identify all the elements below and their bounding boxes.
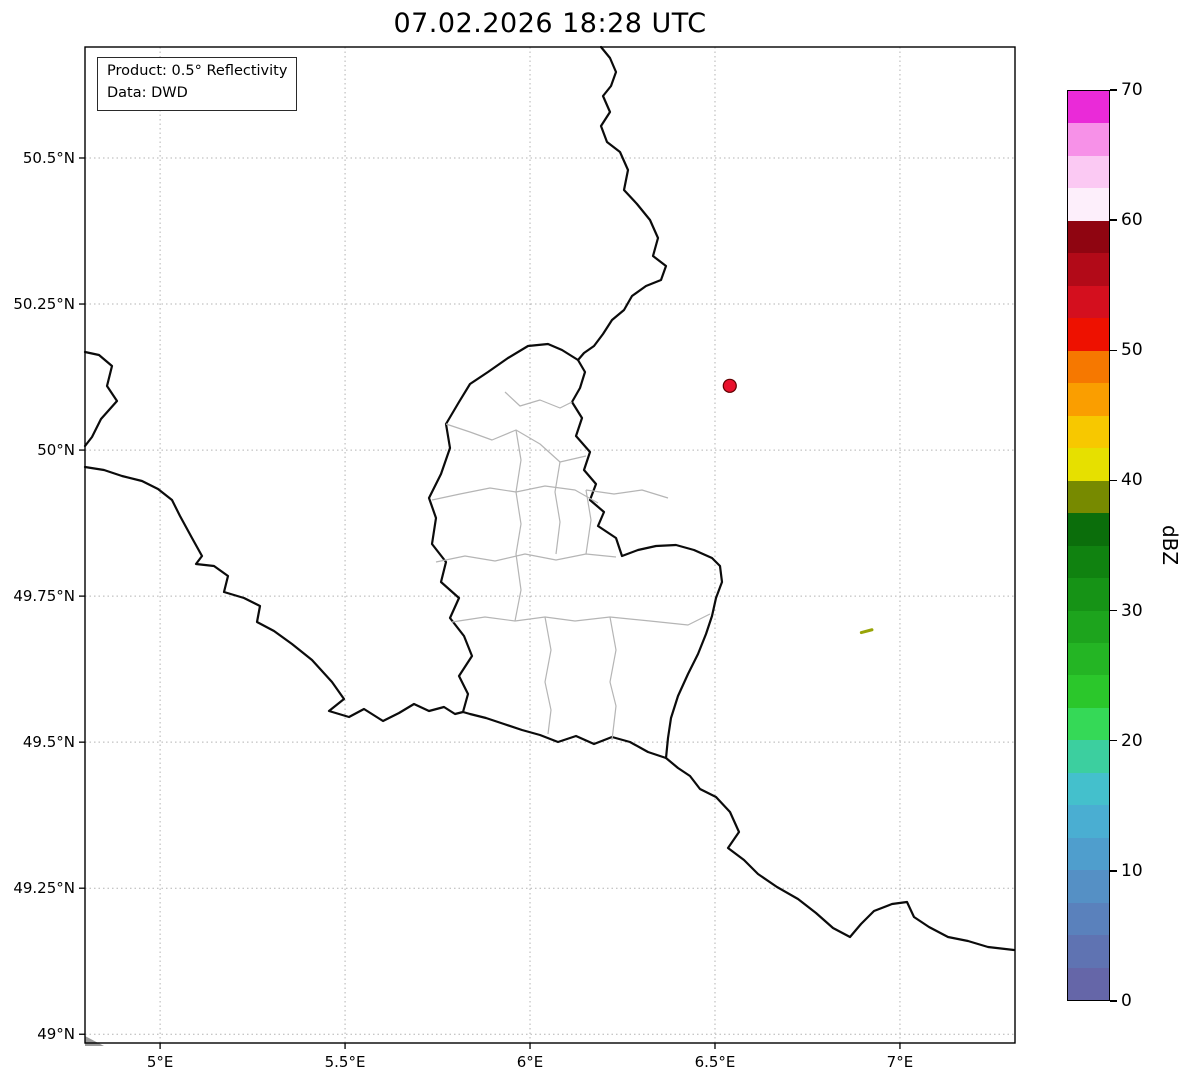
y-axis-tick-label: 50°N bbox=[37, 441, 75, 460]
givet-salient-border bbox=[83, 350, 119, 448]
canton-line bbox=[504, 391, 573, 409]
y-axis-tick-label: 49.25°N bbox=[13, 879, 75, 898]
belgium-france-border bbox=[83, 465, 465, 723]
colorbar-tick bbox=[1110, 89, 1117, 91]
colorbar-segment bbox=[1068, 902, 1109, 936]
colorbar-segment bbox=[1068, 253, 1109, 286]
colorbar-tick bbox=[1110, 609, 1117, 612]
canton-line bbox=[451, 613, 711, 626]
info-box-data-line: Data: DWD bbox=[107, 84, 188, 101]
colorbar-segment bbox=[1068, 285, 1109, 319]
colorbar-tick-label: 0 bbox=[1121, 991, 1132, 1011]
colorbar-segment bbox=[1068, 545, 1109, 579]
colorbar-tick-label: 30 bbox=[1121, 600, 1143, 621]
y-axis-tick-label: 50.25°N bbox=[13, 295, 75, 314]
colorbar-tick bbox=[1110, 479, 1117, 482]
y-axis-tick-label: 49.5°N bbox=[22, 733, 75, 752]
colorbar-segment bbox=[1068, 155, 1109, 189]
colorbar-segment bbox=[1068, 415, 1109, 449]
colorbar-tick-label: 50 bbox=[1121, 340, 1143, 361]
colorbar-segment bbox=[1068, 578, 1109, 611]
colorbar-segment bbox=[1068, 513, 1109, 546]
colorbar-segment bbox=[1068, 805, 1109, 838]
colorbar-tick bbox=[1110, 219, 1117, 221]
colorbar-segment bbox=[1068, 318, 1109, 351]
belgium-germany-border bbox=[576, 45, 668, 362]
marker-layer bbox=[722, 378, 874, 635]
colorbar bbox=[1067, 90, 1110, 1001]
colorbar-tick bbox=[1110, 739, 1117, 742]
colorbar-segment bbox=[1068, 967, 1109, 1001]
colorbar-segment bbox=[1068, 837, 1109, 871]
canton-line bbox=[585, 489, 669, 499]
x-axis-tick-label: 6°E bbox=[516, 1053, 544, 1071]
colorbar-segment bbox=[1068, 220, 1109, 254]
canton-line bbox=[544, 616, 552, 735]
x-axis-tick-label: 6.5°E bbox=[694, 1053, 736, 1071]
grid-layer bbox=[85, 47, 1015, 1043]
radar-echo-mark bbox=[859, 628, 874, 635]
colorbar-tick-label: 70 bbox=[1121, 80, 1143, 100]
colorbar-segment bbox=[1068, 123, 1109, 156]
map-background bbox=[85, 47, 1015, 1043]
colorbar-segment bbox=[1068, 772, 1109, 806]
page-title: 07.02.2026 18:28 UTC bbox=[393, 8, 707, 39]
colorbar-segment bbox=[1068, 740, 1109, 773]
colorbar-segment bbox=[1068, 188, 1109, 221]
colorbar-segment bbox=[1068, 610, 1109, 643]
axis-tick-layer bbox=[79, 157, 901, 1049]
canton-line bbox=[514, 429, 522, 622]
colorbar-segment bbox=[1068, 707, 1109, 741]
colorbar-unit-label: dBZ bbox=[1158, 524, 1183, 566]
info-box: Product: 0.5° Reflectivity Data: DWD bbox=[97, 57, 298, 111]
colorbar-segment bbox=[1068, 448, 1109, 481]
colorbar-tick-label: 40 bbox=[1121, 470, 1143, 491]
colorbar-segment bbox=[1068, 675, 1109, 708]
colorbar-tick-label: 20 bbox=[1121, 730, 1143, 751]
canton-line bbox=[585, 489, 592, 555]
colorbar-segment bbox=[1068, 383, 1109, 416]
canton-line bbox=[445, 423, 587, 463]
y-axis-tick-label: 50.5°N bbox=[22, 148, 75, 167]
x-axis-tick-label: 7°E bbox=[886, 1053, 914, 1071]
colorbar-segment bbox=[1068, 91, 1109, 124]
colorbar-segment bbox=[1068, 642, 1109, 676]
france-germany-border bbox=[664, 756, 1016, 952]
colorbar-tick bbox=[1110, 870, 1117, 872]
colorbar-segment bbox=[1068, 480, 1109, 514]
colorbar-tick bbox=[1110, 1000, 1117, 1002]
info-box-product-line: Product: 0.5° Reflectivity bbox=[107, 63, 288, 79]
y-axis-tick-label: 49.75°N bbox=[13, 587, 75, 606]
canton-line bbox=[609, 616, 617, 741]
colorbar-tick-label: 10 bbox=[1121, 860, 1143, 881]
radar-site-marker bbox=[722, 378, 737, 393]
map-frame bbox=[84, 46, 1016, 1044]
canton-layer bbox=[431, 391, 711, 741]
colorbar-tick-label: 60 bbox=[1121, 210, 1143, 231]
colorbar-segment bbox=[1068, 870, 1109, 903]
colorbar-segment bbox=[1068, 350, 1109, 384]
x-axis-tick-label: 5°E bbox=[146, 1053, 174, 1071]
colorbar-tick bbox=[1110, 349, 1117, 352]
x-axis-tick-label: 5.5°E bbox=[324, 1053, 366, 1071]
colorbar-segment bbox=[1068, 935, 1109, 968]
y-axis-tick-label: 49°N bbox=[37, 1025, 75, 1044]
canton-line bbox=[554, 461, 561, 555]
luxembourg-border bbox=[427, 342, 724, 760]
